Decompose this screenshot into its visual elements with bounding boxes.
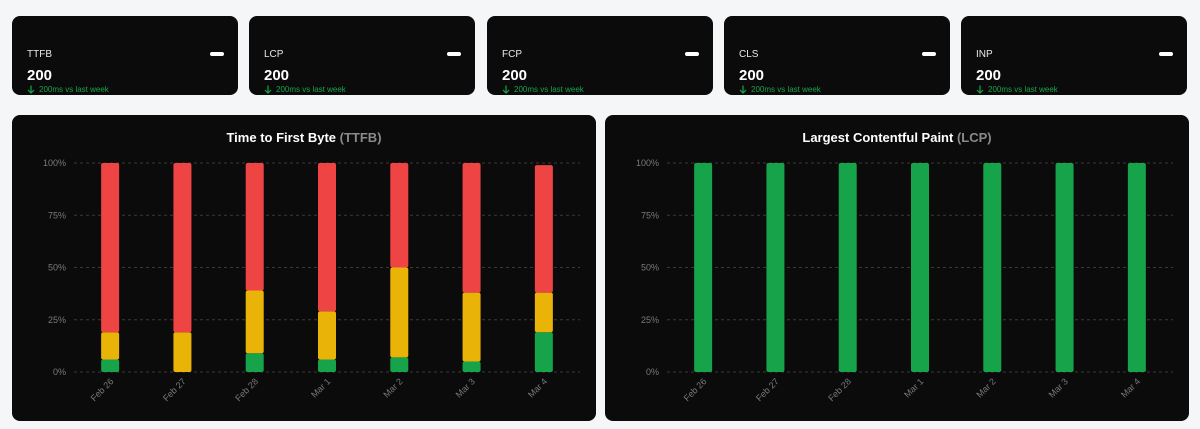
x-tick-label: Feb 28 (233, 376, 260, 403)
metric-card-lcp[interactable]: LCP 200 200ms vs last week (249, 16, 475, 95)
y-tick-label: 50% (48, 263, 66, 273)
ttfb-chart: Time to First Byte (TTFB) 0% 25% 50% 75% 100%… (43, 130, 580, 403)
arrow-down-icon (976, 85, 984, 94)
x-tick-label: Mar 2 (381, 376, 404, 399)
arrow-down-icon (502, 85, 510, 94)
metric-value: 200 (739, 67, 765, 84)
y-tick-label: 75% (48, 210, 66, 220)
bar-segment[interactable] (318, 311, 336, 360)
metric-card-ttfb[interactable]: TTFB 200 200ms vs last week (12, 16, 238, 95)
x-tick-label: Mar 3 (454, 376, 477, 399)
metric-delta-text: 200ms vs last week (39, 85, 109, 94)
bar-segment[interactable] (173, 163, 192, 333)
metric-title: CLS (739, 49, 759, 60)
bar-segment[interactable] (245, 290, 264, 354)
bar-segment[interactable] (318, 163, 336, 312)
bar-segment[interactable] (390, 163, 409, 268)
x-tick-label: Mar 2 (974, 376, 997, 399)
y-tick-label: 25% (641, 315, 659, 325)
metric-value: 200 (502, 67, 528, 84)
metric-title: INP (976, 49, 993, 60)
lcp-chart-panel: Largest Contentful Paint (LCP) 0% 25% 50% 75… (605, 115, 1189, 421)
ttfb-chart-panel: Time to First Byte (TTFB) 0% 25% 50% 75% 100%… (12, 115, 596, 421)
metric-delta-text: 200ms vs last week (988, 85, 1058, 94)
metric-title: LCP (264, 49, 284, 60)
chart-title: Largest Contentful Paint (LCP) (802, 130, 991, 145)
bar-segment[interactable] (1055, 163, 1074, 372)
metric-title: FCP (502, 49, 522, 60)
x-tick-label: Mar 4 (1119, 376, 1142, 399)
minimize-icon[interactable] (685, 52, 699, 56)
x-tick-label: Mar 3 (1047, 376, 1070, 399)
metric-delta: 200ms vs last week (502, 85, 584, 94)
bar-segment[interactable] (534, 332, 553, 372)
bar-segment[interactable] (838, 163, 857, 372)
bar-segment[interactable] (245, 163, 264, 291)
y-tick-label: 75% (641, 210, 659, 220)
chart-title-main: Time to First Byte (226, 130, 339, 145)
minimize-icon[interactable] (447, 52, 461, 56)
bar-segment[interactable] (101, 163, 120, 333)
minimize-icon[interactable] (922, 52, 936, 56)
bar-segment[interactable] (534, 165, 553, 293)
metric-card-cls[interactable]: CLS 200 200ms vs last week (724, 16, 950, 95)
metric-delta: 200ms vs last week (27, 85, 109, 94)
y-tick-label: 100% (636, 158, 659, 168)
metric-value: 200 (976, 67, 1002, 84)
bar-segment[interactable] (1127, 163, 1146, 372)
bar-segment[interactable] (462, 163, 481, 293)
bar-segment[interactable] (101, 332, 120, 360)
arrow-down-icon (739, 85, 747, 94)
chart-title-main: Largest Contentful Paint (802, 130, 957, 145)
metric-delta: 200ms vs last week (739, 85, 821, 94)
x-tick-label: Feb 26 (682, 376, 709, 403)
bar-segment[interactable] (534, 292, 553, 333)
bar-segment[interactable] (983, 163, 1002, 372)
metric-delta: 200ms vs last week (264, 85, 346, 94)
metric-value: 200 (27, 67, 53, 84)
y-tick-label: 0% (53, 367, 66, 377)
metric-card-fcp[interactable]: FCP 200 200ms vs last week (487, 16, 713, 95)
x-tick-label: Mar 1 (309, 376, 332, 399)
metric-delta-text: 200ms vs last week (276, 85, 346, 94)
x-tick-label: Feb 28 (826, 376, 853, 403)
lcp-chart: Largest Contentful Paint (LCP) 0% 25% 50% 75… (636, 130, 1173, 403)
y-tick-label: 25% (48, 315, 66, 325)
metric-delta-text: 200ms vs last week (751, 85, 821, 94)
x-tick-label: Feb 27 (754, 376, 781, 403)
bar-segment[interactable] (911, 163, 929, 372)
x-tick-label: Mar 1 (902, 376, 925, 399)
chart-title: Time to First Byte (TTFB) (226, 130, 381, 145)
y-tick-label: 50% (641, 263, 659, 273)
bar-segment[interactable] (318, 359, 336, 372)
bar-segment[interactable] (390, 267, 409, 358)
bar-segment[interactable] (101, 359, 120, 372)
x-tick-label: Feb 26 (89, 376, 116, 403)
bar-segment[interactable] (245, 353, 264, 372)
bar-segment[interactable] (694, 163, 713, 372)
metric-value: 200 (264, 67, 290, 84)
chart-title-abbr: (LCP) (957, 130, 992, 145)
bar-segment[interactable] (173, 332, 192, 372)
y-tick-label: 100% (43, 158, 66, 168)
chart-title-abbr: (TTFB) (340, 130, 382, 145)
minimize-icon[interactable] (210, 52, 224, 56)
bar-segment[interactable] (390, 357, 409, 372)
x-tick-label: Feb 27 (161, 376, 188, 403)
bar-segment[interactable] (766, 163, 785, 372)
arrow-down-icon (264, 85, 272, 94)
minimize-icon[interactable] (1159, 52, 1173, 56)
metric-delta: 200ms vs last week (976, 85, 1058, 94)
metric-title: TTFB (27, 49, 52, 60)
metric-delta-text: 200ms vs last week (514, 85, 584, 94)
arrow-down-icon (27, 85, 35, 94)
x-tick-label: Mar 4 (526, 376, 549, 399)
y-tick-label: 0% (646, 367, 659, 377)
bar-segment[interactable] (462, 361, 481, 372)
bar-segment[interactable] (462, 292, 481, 362)
metric-card-inp[interactable]: INP 200 200ms vs last week (961, 16, 1187, 95)
